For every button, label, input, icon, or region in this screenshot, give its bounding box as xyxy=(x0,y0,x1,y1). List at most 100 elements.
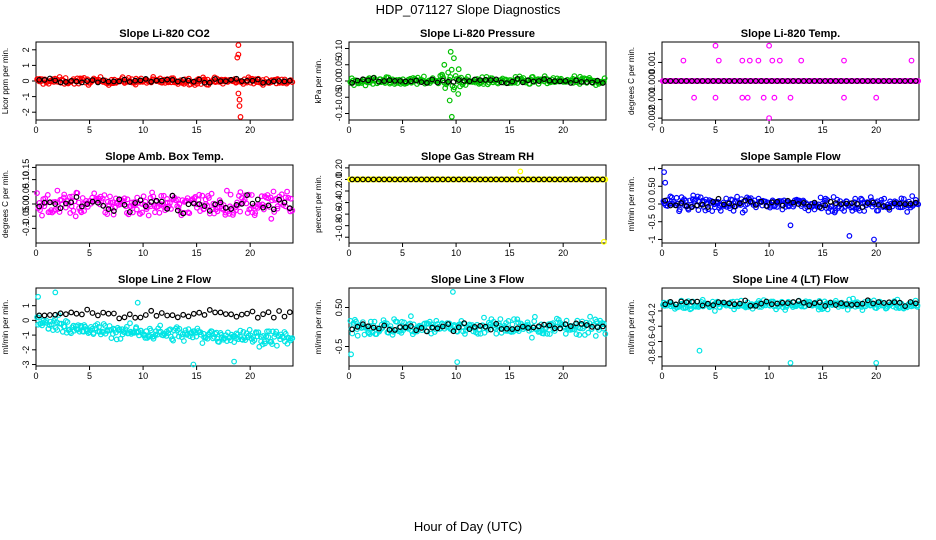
data-point-black xyxy=(174,314,181,321)
data-point-black xyxy=(875,299,882,306)
data-point-black xyxy=(164,312,171,319)
data-point-black xyxy=(270,314,277,321)
data-point-black xyxy=(514,75,521,82)
outlier-point xyxy=(35,293,41,300)
data-point-black xyxy=(800,299,807,306)
data-point xyxy=(252,76,259,83)
data-point-black xyxy=(683,299,690,306)
data-point-black xyxy=(206,307,213,313)
data-point-black xyxy=(864,78,871,84)
data-point xyxy=(368,318,374,325)
data-point-black xyxy=(689,298,695,305)
data-point-black xyxy=(158,198,165,205)
data-point-black xyxy=(482,323,489,330)
data-point xyxy=(904,208,911,215)
outlier-point xyxy=(766,42,772,49)
data-point-black xyxy=(68,309,75,316)
data-point xyxy=(72,213,79,220)
data-point-black xyxy=(583,79,590,85)
data-point-black xyxy=(354,323,361,330)
data-point xyxy=(255,329,262,336)
data-point-black xyxy=(386,176,393,183)
data-point-black xyxy=(848,200,855,207)
outlier-point xyxy=(776,57,783,64)
data-point-black xyxy=(721,78,727,84)
outlier-point xyxy=(873,360,880,366)
data-point-black xyxy=(233,201,240,208)
panel-6: Slope Sample Flow ml/min per min. 0 5 10 15 20… xyxy=(627,151,922,258)
data-point-black xyxy=(185,313,192,320)
y-tick-label: 0.000 xyxy=(647,70,657,93)
x-tick-label: 20 xyxy=(245,248,255,258)
data-point xyxy=(152,331,159,338)
data-point xyxy=(601,75,608,82)
outlier-point xyxy=(235,42,242,48)
data-point-black xyxy=(68,199,75,206)
panel-title: Slope Line 2 Flow xyxy=(118,274,211,286)
x-tick-label: 20 xyxy=(871,371,881,381)
panel-9: Slope Line 4 (LT) Flow ml/min per min. 0 5 1… xyxy=(627,274,921,381)
data-point-black xyxy=(445,176,452,183)
data-point-black xyxy=(100,202,107,209)
data-point-black xyxy=(557,176,563,183)
y-tick-label: 0.10 xyxy=(334,40,344,58)
data-point-black xyxy=(142,75,149,82)
data-point-black xyxy=(567,176,574,183)
data-point xyxy=(859,196,865,203)
data-point-black xyxy=(779,78,786,84)
series-black-points xyxy=(349,176,606,183)
data-point xyxy=(122,329,128,336)
data-point xyxy=(901,196,907,202)
panel-title: Slope Li-820 Pressure xyxy=(420,28,535,40)
data-point-black xyxy=(784,197,791,204)
y-axis-label: percent per min. xyxy=(314,175,323,233)
outlier-point xyxy=(235,90,242,97)
data-point xyxy=(68,203,75,210)
data-point xyxy=(107,193,113,200)
data-point-black xyxy=(503,325,510,332)
y-tick-label: -0.5 xyxy=(647,214,657,230)
data-point-black xyxy=(594,324,601,331)
x-tick-label: 5 xyxy=(713,371,718,381)
data-point xyxy=(246,326,253,333)
data-point-black xyxy=(286,77,293,84)
outlier-point xyxy=(841,57,847,64)
data-point-black xyxy=(466,78,473,85)
plot-frame xyxy=(661,287,920,367)
x-tick-label: 15 xyxy=(505,125,515,135)
outlier-point xyxy=(455,91,462,97)
y-tick-label: -0.002 xyxy=(647,105,657,131)
data-point xyxy=(279,333,286,340)
data-point-black xyxy=(758,300,765,307)
data-point-black xyxy=(360,176,366,183)
data-point-black xyxy=(276,308,283,314)
y-tick-label: -0.8 xyxy=(647,349,657,365)
data-point-black xyxy=(206,207,213,214)
data-point-black xyxy=(498,79,505,86)
outlier-point xyxy=(190,361,197,368)
data-point-black xyxy=(493,320,500,327)
data-point-black xyxy=(270,206,277,213)
data-point-black xyxy=(731,203,738,210)
data-point-black xyxy=(694,298,701,305)
data-point-black xyxy=(768,78,775,84)
data-point xyxy=(451,84,458,91)
data-point xyxy=(481,314,487,321)
data-point-black xyxy=(694,78,701,84)
data-point-black xyxy=(763,202,770,209)
y-tick-label: 0.0 xyxy=(334,173,344,186)
data-point-black xyxy=(402,324,409,331)
data-point-black xyxy=(424,176,430,183)
data-point-black xyxy=(132,77,139,84)
y-axis-label: degrees C per min. xyxy=(627,47,636,115)
data-point-black xyxy=(902,78,908,84)
data-point-black xyxy=(249,308,256,315)
data-point xyxy=(284,188,291,195)
panel-title: Slope Li-820 CO2 xyxy=(119,28,209,40)
data-point-black xyxy=(233,313,240,320)
data-point-black xyxy=(599,323,606,330)
data-point-black xyxy=(429,324,436,331)
data-point-black xyxy=(94,312,101,319)
data-point-black xyxy=(413,176,420,183)
data-point xyxy=(544,330,551,337)
